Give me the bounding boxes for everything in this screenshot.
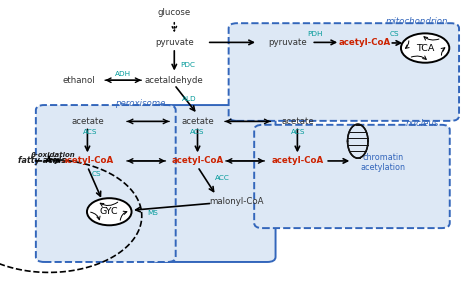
Text: PDH: PDH — [307, 31, 323, 37]
Text: acetate: acetate — [181, 117, 214, 126]
Text: pyruvate: pyruvate — [155, 38, 194, 47]
Circle shape — [401, 33, 449, 63]
Text: ACC: ACC — [215, 175, 229, 181]
Text: ACS: ACS — [190, 129, 205, 135]
Text: peroxisome: peroxisome — [115, 99, 165, 108]
Text: ADH: ADH — [115, 71, 131, 77]
Text: PDC: PDC — [181, 62, 196, 68]
FancyBboxPatch shape — [150, 105, 275, 262]
Text: mitochondrion: mitochondrion — [386, 17, 448, 26]
Text: pyruvate: pyruvate — [268, 38, 307, 47]
Text: acetaldehyde: acetaldehyde — [145, 76, 204, 85]
Text: ACS: ACS — [83, 129, 98, 135]
Text: ethanol: ethanol — [63, 76, 95, 85]
Text: acetyl-CoA: acetyl-CoA — [172, 156, 224, 165]
Text: acetate: acetate — [281, 117, 314, 126]
FancyBboxPatch shape — [36, 105, 176, 262]
FancyBboxPatch shape — [228, 23, 459, 121]
Text: glucose: glucose — [158, 8, 191, 17]
Text: CS: CS — [92, 170, 101, 177]
Text: CS: CS — [390, 31, 400, 37]
Text: chromatin
acetylation: chromatin acetylation — [361, 153, 406, 172]
Text: nucleus: nucleus — [406, 119, 439, 128]
Circle shape — [87, 198, 132, 225]
Text: acetyl-CoA: acetyl-CoA — [61, 156, 113, 165]
Text: ALD: ALD — [182, 96, 197, 102]
Text: ACS: ACS — [291, 129, 306, 135]
Text: acetate: acetate — [71, 117, 104, 126]
FancyBboxPatch shape — [254, 125, 450, 228]
Text: GYC: GYC — [100, 207, 118, 216]
Text: fatty acids: fatty acids — [18, 156, 66, 165]
Text: β-oxidation: β-oxidation — [30, 152, 74, 158]
Text: acetyl-CoA: acetyl-CoA — [271, 156, 323, 165]
Text: acetyl-CoA: acetyl-CoA — [339, 39, 391, 48]
Text: TCA: TCA — [416, 43, 434, 52]
Text: malonyl-CoA: malonyl-CoA — [210, 197, 264, 206]
Text: MS: MS — [147, 210, 158, 216]
